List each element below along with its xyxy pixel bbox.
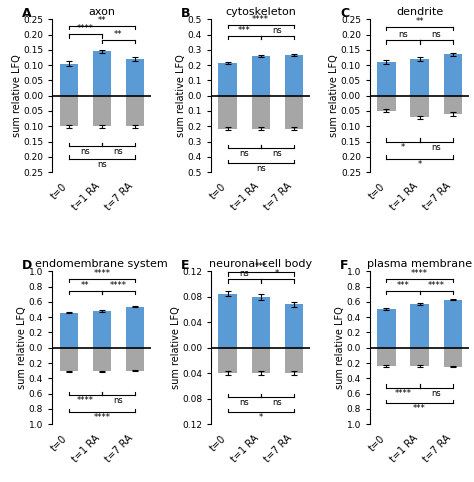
Text: D: D (22, 259, 33, 272)
Text: ns: ns (239, 149, 249, 158)
Text: ***: *** (255, 263, 267, 271)
Bar (377, 62, 396, 95)
Bar (93, 311, 111, 348)
Text: ns: ns (239, 269, 249, 279)
Text: ****: **** (93, 413, 110, 422)
Y-axis label: sum relative LFQ: sum relative LFQ (11, 54, 22, 137)
Bar (377, 95, 396, 111)
Text: ***: *** (238, 26, 251, 35)
Text: ****: **** (394, 389, 411, 398)
Text: C: C (340, 7, 349, 20)
Title: dendrite: dendrite (396, 7, 443, 17)
Title: endomembrane system: endomembrane system (36, 259, 168, 269)
Bar (252, 348, 270, 373)
Bar (410, 95, 428, 117)
Y-axis label: sum relative LFQ: sum relative LFQ (18, 307, 27, 389)
Bar (60, 64, 78, 95)
Bar (377, 348, 396, 366)
Y-axis label: sum relative LFQ: sum relative LFQ (335, 307, 345, 389)
Bar (410, 304, 428, 348)
Text: *: * (259, 413, 263, 422)
Text: *: * (418, 160, 422, 169)
Text: ****: **** (93, 268, 110, 278)
Bar (60, 348, 78, 372)
Text: ***: *** (413, 404, 426, 413)
Text: ns: ns (431, 30, 441, 40)
Title: neuronal cell body: neuronal cell body (209, 259, 312, 269)
Text: **: ** (114, 30, 123, 39)
Text: ****: **** (77, 396, 94, 405)
Text: ns: ns (273, 398, 282, 407)
Bar (285, 55, 303, 95)
Bar (444, 95, 462, 114)
Bar (377, 309, 396, 348)
Bar (410, 348, 428, 366)
Text: ns: ns (398, 30, 408, 40)
Text: ns: ns (431, 389, 441, 398)
Bar (93, 95, 111, 126)
Bar (444, 348, 462, 367)
Bar (219, 63, 237, 95)
Title: cytoskeleton: cytoskeleton (225, 7, 296, 17)
Text: B: B (181, 7, 191, 20)
Text: ns: ns (431, 143, 441, 152)
Bar (252, 95, 270, 129)
Text: ***: *** (397, 281, 410, 290)
Text: ****: **** (411, 268, 428, 278)
Bar (126, 348, 144, 371)
Text: ns: ns (239, 398, 249, 407)
Bar (60, 313, 78, 348)
Bar (93, 52, 111, 95)
Bar (60, 95, 78, 126)
Bar (126, 59, 144, 95)
Text: F: F (340, 259, 349, 272)
Bar (126, 307, 144, 348)
Bar (219, 348, 237, 373)
Text: ns: ns (97, 160, 107, 169)
Bar (219, 294, 237, 348)
Text: ns: ns (113, 147, 123, 156)
Text: A: A (22, 7, 32, 20)
Bar (285, 348, 303, 373)
Text: ****: **** (110, 281, 127, 290)
Bar (93, 348, 111, 372)
Text: ns: ns (273, 149, 282, 158)
Y-axis label: sum relative LFQ: sum relative LFQ (176, 54, 186, 137)
Text: **: ** (415, 16, 424, 26)
Bar (252, 56, 270, 95)
Bar (285, 95, 303, 129)
Text: *: * (401, 143, 405, 152)
Bar (285, 305, 303, 348)
Bar (410, 59, 428, 95)
Text: ****: **** (252, 15, 269, 24)
Y-axis label: sum relative LFQ: sum relative LFQ (171, 307, 181, 389)
Bar (444, 300, 462, 348)
Text: ****: **** (77, 24, 94, 33)
Text: **: ** (81, 281, 90, 290)
Bar (219, 95, 237, 129)
Title: axon: axon (88, 7, 115, 17)
Bar (444, 54, 462, 95)
Bar (126, 95, 144, 126)
Text: ns: ns (113, 396, 123, 405)
Text: ****: **** (428, 281, 445, 290)
Text: E: E (181, 259, 190, 272)
Text: ns: ns (256, 164, 265, 173)
Title: plasma membrane: plasma membrane (367, 259, 472, 269)
Y-axis label: sum relative LFQ: sum relative LFQ (329, 54, 339, 137)
Text: *: * (275, 269, 279, 279)
Text: ns: ns (81, 147, 90, 156)
Bar (252, 297, 270, 348)
Text: **: ** (98, 16, 106, 25)
Text: ns: ns (273, 26, 282, 35)
